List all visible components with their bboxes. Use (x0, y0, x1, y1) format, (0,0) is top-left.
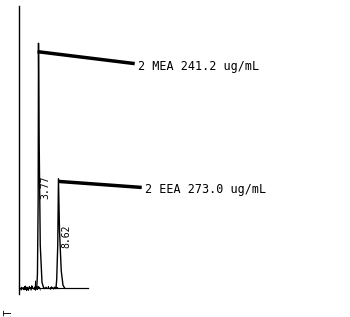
Text: 3.77: 3.77 (41, 176, 50, 199)
Text: 8.62: 8.62 (62, 224, 71, 248)
Text: 2 MEA 241.2 ug/mL: 2 MEA 241.2 ug/mL (138, 60, 259, 73)
Text: START: START (4, 308, 14, 317)
Text: 2 EEA 273.0 ug/mL: 2 EEA 273.0 ug/mL (145, 183, 266, 196)
